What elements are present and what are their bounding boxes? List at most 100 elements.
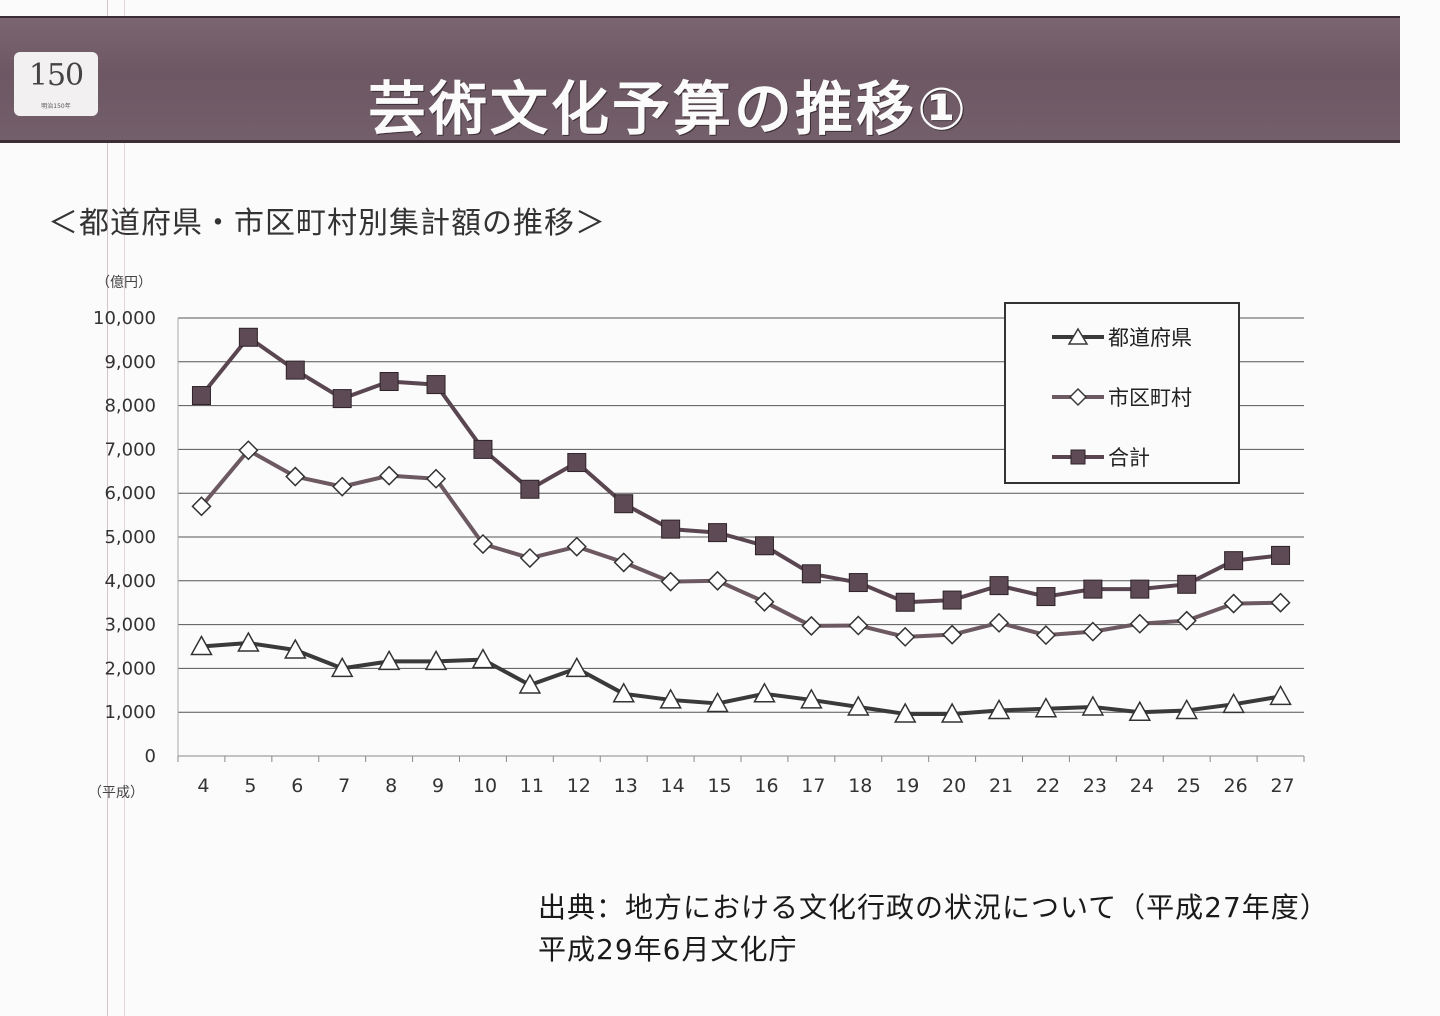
data-point-square <box>989 576 1009 596</box>
x-tick-label: 19 <box>895 775 919 797</box>
data-point-square <box>379 372 399 392</box>
data-point-triangle <box>1222 692 1245 714</box>
data-point-square <box>426 375 446 395</box>
data-point-diamond <box>660 571 681 592</box>
x-tick-label: 17 <box>801 775 825 797</box>
x-tick-label: 8 <box>385 775 397 797</box>
data-point-triangle <box>847 695 870 716</box>
y-tick-label: 9,000 <box>104 352 156 373</box>
data-point-diamond <box>1035 625 1057 646</box>
x-tick-label: 26 <box>1224 775 1248 797</box>
data-point-triangle <box>893 702 917 723</box>
data-point-diamond <box>238 440 259 461</box>
x-tick-label: 7 <box>338 775 350 797</box>
data-point-square <box>754 536 774 556</box>
x-tick-label: 21 <box>989 775 1013 797</box>
source-date: 平成29年6月文化庁 <box>538 933 798 966</box>
triangle-marker-icon <box>1052 327 1104 345</box>
x-tick-label: 23 <box>1083 775 1107 797</box>
data-point-square <box>332 389 352 409</box>
data-point-triangle <box>518 673 542 694</box>
data-point-triangle <box>424 649 448 671</box>
x-tick-label: 11 <box>520 775 544 797</box>
data-point-square <box>1224 551 1244 571</box>
data-point-diamond <box>1082 621 1103 642</box>
data-point-square <box>567 453 587 473</box>
data-point-triangle <box>1175 698 1198 720</box>
title-banner: 150 明治150年 芸術文化予算の推移① <box>0 16 1400 143</box>
data-point-diamond <box>1129 613 1150 634</box>
data-point-triangle <box>706 691 729 713</box>
data-point-triangle <box>612 682 635 703</box>
data-point-square <box>473 439 493 459</box>
data-point-diamond <box>285 466 306 487</box>
y-axis-unit-label: （億円） <box>96 275 152 291</box>
diamond-marker-icon <box>1052 387 1104 407</box>
data-point-diamond <box>613 552 634 573</box>
y-tick-label: 10,000 <box>93 308 156 329</box>
x-tick-label: 14 <box>661 775 685 797</box>
x-tick-label: 16 <box>754 775 778 797</box>
x-tick-label: 12 <box>567 775 591 797</box>
x-tick-label: 9 <box>432 775 444 797</box>
square-marker-icon <box>1052 449 1104 465</box>
data-point-diamond <box>425 468 447 489</box>
data-point-diamond <box>332 476 353 497</box>
x-tick-label: 25 <box>1177 775 1201 797</box>
page-edge-line <box>107 0 108 1016</box>
data-point-square <box>1271 545 1291 565</box>
data-point-triangle <box>659 688 682 709</box>
legend-item-prefectures: 都道府県 <box>1050 322 1192 352</box>
x-tick-label: 24 <box>1130 775 1154 797</box>
legend-label: 都道府県 <box>1108 326 1192 350</box>
data-point-triangle <box>565 656 589 678</box>
x-tick-label: 15 <box>707 775 731 797</box>
data-point-square <box>1036 587 1056 607</box>
y-tick-label: 8,000 <box>104 396 156 417</box>
x-tick-label: 5 <box>244 775 256 797</box>
chart-title: ＜都道府県・市区町村別集計額の推移＞ <box>48 206 606 241</box>
page-edge-line <box>124 0 125 1016</box>
x-tick-label: 22 <box>1036 775 1060 797</box>
data-point-diamond <box>191 496 212 517</box>
data-point-square <box>661 519 681 539</box>
data-point-triangle <box>1081 695 1105 716</box>
data-point-square <box>1177 574 1197 594</box>
y-tick-label: 0 <box>145 746 156 767</box>
x-tick-label: 20 <box>942 775 966 797</box>
data-point-triangle <box>190 634 213 656</box>
data-point-diamond <box>1176 610 1197 631</box>
chart-legend: 都道府県 市区町村 合計 <box>1004 302 1240 484</box>
data-point-square <box>895 592 915 612</box>
legend-item-total: 合計 <box>1050 442 1150 472</box>
data-point-triangle <box>753 682 776 703</box>
y-tick-label: 2,000 <box>104 658 156 679</box>
data-point-square <box>942 590 962 610</box>
data-point-square <box>801 564 821 584</box>
data-point-diamond <box>988 612 1010 633</box>
data-point-triangle <box>471 648 495 669</box>
data-point-square <box>1083 579 1103 599</box>
data-point-triangle <box>800 688 823 709</box>
data-point-square <box>614 494 634 514</box>
chart-axes: 0 1,000 2,000 3,000 4,000 5,000 6,000 7,000 8,00… <box>93 308 1305 797</box>
legend-item-municipalities: 市区町村 <box>1050 382 1192 412</box>
data-point-triangle <box>1128 700 1152 721</box>
legend-label: 市区町村 <box>1108 386 1192 410</box>
data-point-triangle <box>940 702 964 723</box>
chart-series <box>190 327 1292 723</box>
data-point-diamond <box>472 533 494 555</box>
data-point-triangle <box>987 698 1011 720</box>
data-point-triangle <box>377 649 401 671</box>
data-point-diamond <box>895 626 916 647</box>
data-point-triangle <box>1034 697 1058 718</box>
logo-tagline: 明治150年 <box>41 103 71 110</box>
data-point-square <box>285 360 305 380</box>
data-point-triangle <box>330 656 354 678</box>
data-point-diamond <box>519 547 540 569</box>
x-tick-label: 13 <box>614 775 638 797</box>
x-tick-label: 18 <box>848 775 872 797</box>
y-tick-label: 1,000 <box>104 702 156 723</box>
y-tick-label: 7,000 <box>104 439 156 460</box>
y-tick-label: 3,000 <box>104 615 156 636</box>
